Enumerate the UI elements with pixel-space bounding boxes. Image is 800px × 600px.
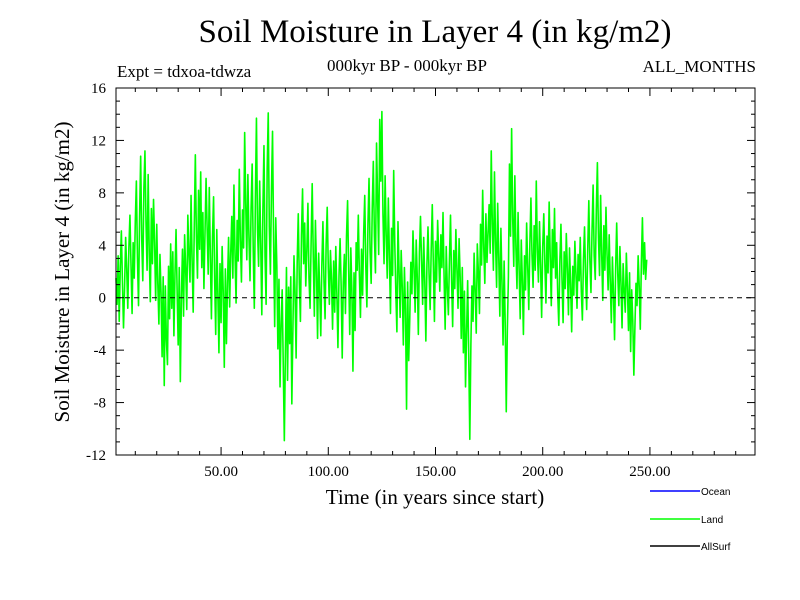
y-tick-label: -4 [94, 343, 107, 359]
y-tick-label: -12 [86, 448, 106, 464]
y-tick-label: 12 [91, 133, 106, 149]
legend-label-land: Land [701, 515, 723, 526]
land-series-layer [115, 110, 648, 442]
y-tick-label: 0 [99, 291, 107, 307]
x-tick-labels: 50.00 100.00 150.00 200.00 250.00 [204, 464, 670, 480]
x-tick-label: 150.00 [415, 464, 456, 480]
y-tick-label: 4 [99, 238, 107, 254]
period-label: 000kyr BP - 000kyr BP [327, 56, 487, 75]
axis-ticks [116, 87, 755, 456]
legend-label-allsurf: AllSurf [701, 542, 731, 553]
x-tick-label: 50.00 [204, 464, 238, 480]
y-axis-title: Soil Moisture in Layer 4 (in kg/m2) [50, 122, 74, 423]
y-tick-label: 16 [91, 81, 107, 97]
x-tick-label: 100.00 [308, 464, 349, 480]
x-tick-label: 250.00 [629, 464, 670, 480]
x-axis-title: Time (in years since start) [326, 485, 545, 509]
legend: Ocean Land AllSurf [650, 487, 731, 553]
legend-label-ocean: Ocean [701, 487, 730, 498]
months-label: ALL_MONTHS [642, 57, 756, 76]
experiment-label: Expt = tdxoa-tdwza [117, 62, 252, 81]
x-tick-label: 200.00 [522, 464, 563, 480]
land-series-line [115, 110, 648, 442]
y-tick-label: -8 [94, 396, 107, 412]
chart-title: Soil Moisture in Layer 4 (in kg/m2) [198, 14, 672, 50]
y-tick-label: 8 [99, 186, 107, 202]
y-tick-labels: -12 -8 -4 0 4 8 12 16 [86, 81, 107, 464]
